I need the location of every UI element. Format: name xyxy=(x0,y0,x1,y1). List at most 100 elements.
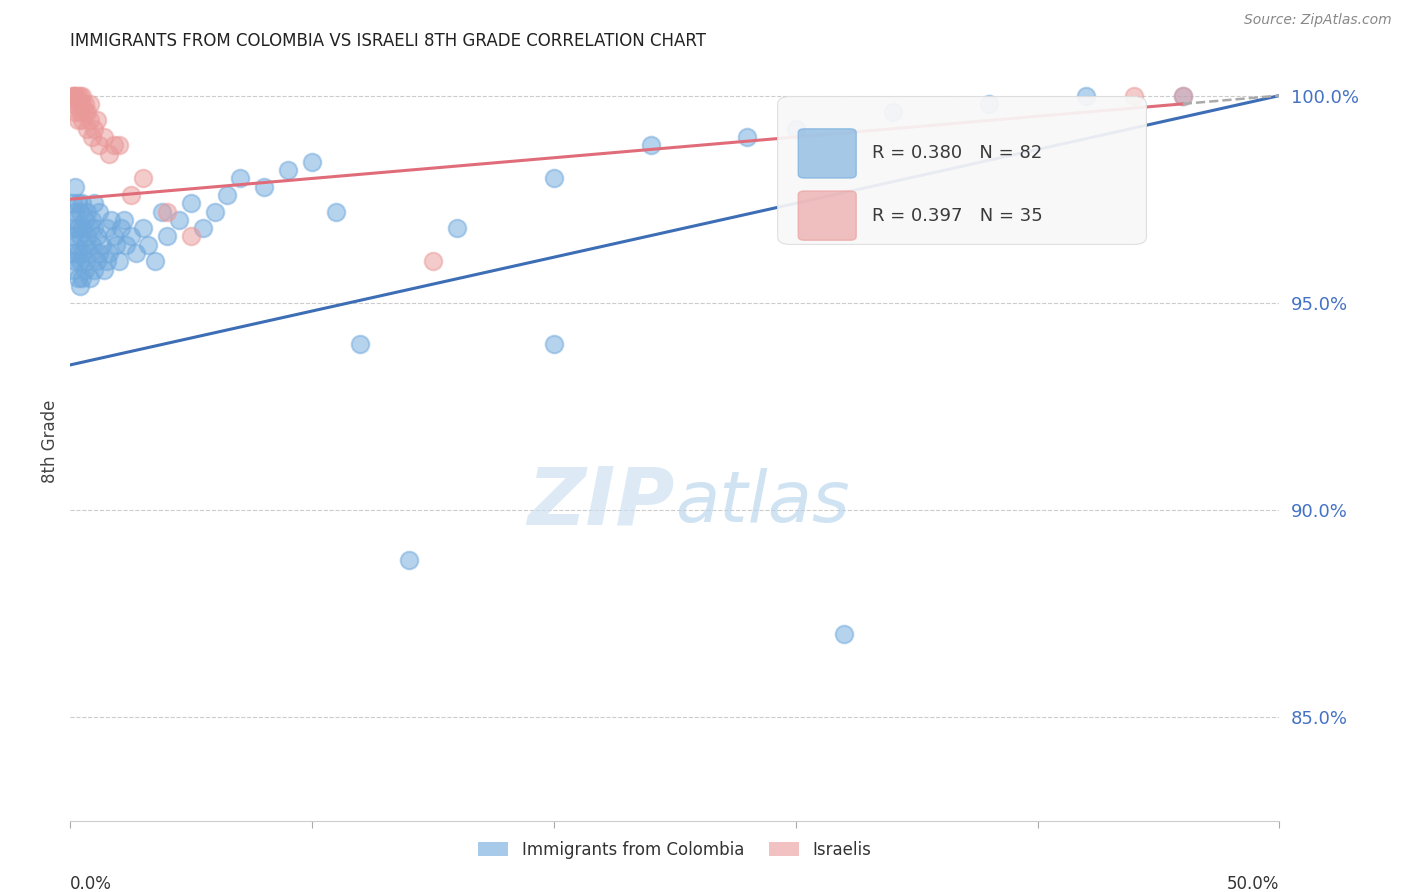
Point xyxy=(63,221,86,235)
Text: 0.0%: 0.0% xyxy=(70,874,112,892)
Point xyxy=(66,113,89,128)
FancyBboxPatch shape xyxy=(778,96,1146,244)
Legend: Immigrants from Colombia, Israelis: Immigrants from Colombia, Israelis xyxy=(472,834,877,865)
Point xyxy=(89,246,111,260)
Point xyxy=(1074,88,1097,103)
Point xyxy=(180,196,202,211)
Point xyxy=(217,188,239,202)
Point xyxy=(120,229,142,244)
Point xyxy=(79,113,101,128)
Point xyxy=(69,279,91,293)
Point xyxy=(62,88,84,103)
Point xyxy=(76,204,98,219)
Point xyxy=(979,96,1001,111)
Text: IMMIGRANTS FROM COLOMBIA VS ISRAELI 8TH GRADE CORRELATION CHART: IMMIGRANTS FROM COLOMBIA VS ISRAELI 8TH … xyxy=(70,32,706,50)
Point xyxy=(76,254,98,268)
Point xyxy=(86,229,108,244)
Point xyxy=(90,237,112,252)
Point xyxy=(156,204,179,219)
Point xyxy=(83,121,105,136)
Point xyxy=(98,146,121,161)
Point xyxy=(543,171,565,186)
Point xyxy=(73,105,96,120)
Point xyxy=(422,254,444,268)
Point xyxy=(1171,88,1194,103)
Point xyxy=(80,130,103,145)
Point xyxy=(62,88,84,103)
Point xyxy=(69,229,91,244)
Text: R = 0.397   N = 35: R = 0.397 N = 35 xyxy=(872,207,1043,225)
Point xyxy=(76,121,98,136)
Point xyxy=(69,105,91,120)
Point xyxy=(124,246,146,260)
Point xyxy=(398,552,420,566)
Point xyxy=(150,204,173,219)
Point xyxy=(107,138,129,153)
Point xyxy=(63,237,86,252)
Point xyxy=(737,130,759,145)
Point xyxy=(93,262,115,277)
Point xyxy=(62,213,84,227)
Point xyxy=(228,171,250,186)
Point xyxy=(1171,88,1194,103)
Point xyxy=(143,254,166,268)
Point xyxy=(204,204,226,219)
Point xyxy=(115,237,138,252)
Text: R = 0.380   N = 82: R = 0.380 N = 82 xyxy=(872,145,1042,162)
Point xyxy=(83,196,105,211)
Point xyxy=(96,254,118,268)
Point xyxy=(103,229,125,244)
Point xyxy=(72,271,94,285)
Text: atlas: atlas xyxy=(675,467,849,537)
Text: Source: ZipAtlas.com: Source: ZipAtlas.com xyxy=(1244,13,1392,28)
Point xyxy=(107,254,129,268)
Point xyxy=(62,229,84,244)
Point xyxy=(301,154,323,169)
Point xyxy=(277,163,299,178)
Point xyxy=(98,246,121,260)
Point xyxy=(543,337,565,351)
Point xyxy=(180,229,202,244)
Point xyxy=(79,246,101,260)
Point xyxy=(79,271,101,285)
Point xyxy=(66,196,89,211)
Point xyxy=(76,229,98,244)
Point xyxy=(66,271,89,285)
Point xyxy=(66,246,89,260)
Point xyxy=(72,196,94,211)
Point xyxy=(103,138,125,153)
Point xyxy=(63,179,86,194)
Point xyxy=(446,221,468,235)
Point xyxy=(63,105,86,120)
Point xyxy=(325,204,347,219)
Point xyxy=(640,138,662,153)
Point xyxy=(72,246,94,260)
Point xyxy=(167,213,190,227)
Point xyxy=(63,204,86,219)
Point xyxy=(785,121,807,136)
Point xyxy=(73,237,96,252)
Point xyxy=(62,196,84,211)
Point xyxy=(89,204,111,219)
Point xyxy=(112,213,135,227)
Point xyxy=(120,188,142,202)
Point xyxy=(1123,88,1146,103)
Point xyxy=(69,88,91,103)
Y-axis label: 8th Grade: 8th Grade xyxy=(41,400,59,483)
Point xyxy=(193,221,215,235)
Point xyxy=(80,213,103,227)
Point xyxy=(72,88,94,103)
Point xyxy=(156,229,179,244)
Point xyxy=(72,113,94,128)
Point xyxy=(349,337,371,351)
Point xyxy=(73,96,96,111)
Point xyxy=(89,138,111,153)
Point xyxy=(66,96,89,111)
Point xyxy=(63,88,86,103)
Point xyxy=(79,221,101,235)
Point xyxy=(100,213,122,227)
Point xyxy=(69,254,91,268)
Point xyxy=(63,254,86,268)
FancyBboxPatch shape xyxy=(799,128,856,178)
Point xyxy=(76,105,98,120)
